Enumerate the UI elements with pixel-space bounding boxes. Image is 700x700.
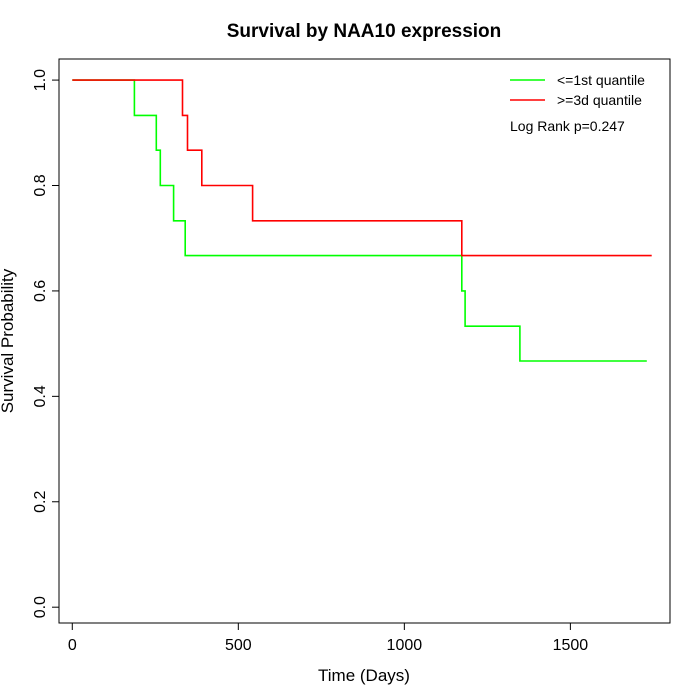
legend-label: <=1st quantile [557,72,645,88]
y-tick-label: 1.0 [32,69,49,91]
x-tick-label: 1500 [553,637,589,654]
x-tick-label: 1000 [387,637,423,654]
chart-title: Survival by NAA10 expression [227,21,502,42]
log-rank-annotation: Log Rank p=0.247 [510,118,625,134]
x-axis: 0 500 1000 1500 [68,622,589,654]
x-axis-label: Time (Days) [318,666,410,685]
y-tick-label: 0.0 [32,596,49,618]
y-tick-label: 0.2 [32,491,49,513]
y-axis: 0.0 0.2 0.4 0.6 0.8 1.0 [32,69,60,618]
series-line-1 [72,79,647,362]
y-tick-label: 0.6 [32,280,49,302]
series-line-2 [72,79,652,257]
x-tick-label: 0 [68,637,77,654]
y-tick-label: 0.4 [32,385,49,407]
series-layer [72,79,652,362]
x-tick-label: 500 [225,637,252,654]
legend-label: >=3d quantile [557,92,642,108]
plot-area-frame [58,58,671,624]
y-axis-label: Survival Probability [0,268,17,413]
y-tick-label: 0.8 [32,174,49,196]
legend: <=1st quantile >=3d quantile [510,72,645,108]
